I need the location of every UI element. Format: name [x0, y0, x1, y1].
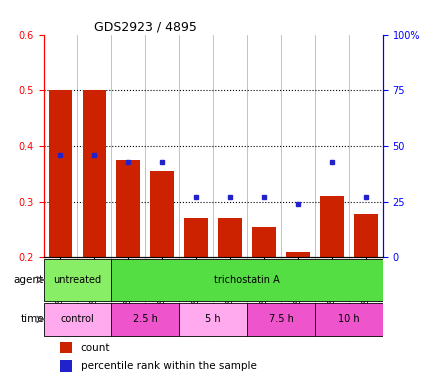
Bar: [252, 227, 275, 257]
Text: time: time: [20, 314, 44, 324]
Bar: [314, 303, 382, 336]
Bar: [49, 90, 72, 257]
Bar: [43, 259, 111, 301]
Text: 2.5 h: 2.5 h: [132, 314, 158, 324]
Text: 10 h: 10 h: [337, 314, 359, 324]
Bar: [43, 303, 111, 336]
Text: 7.5 h: 7.5 h: [268, 314, 293, 324]
Text: percentile rank within the sample: percentile rank within the sample: [81, 361, 256, 371]
Bar: [150, 171, 174, 257]
Bar: [60, 342, 72, 353]
Text: 5 h: 5 h: [205, 314, 220, 324]
Text: GDS2923 / 4895: GDS2923 / 4895: [94, 20, 197, 33]
Bar: [60, 361, 72, 372]
Bar: [184, 218, 207, 257]
Bar: [111, 259, 382, 301]
Text: count: count: [81, 343, 110, 353]
Text: trichostatin A: trichostatin A: [214, 275, 279, 285]
Text: untreated: untreated: [53, 275, 101, 285]
Bar: [247, 303, 314, 336]
Bar: [179, 303, 247, 336]
Text: control: control: [60, 314, 94, 324]
Bar: [353, 214, 377, 257]
Bar: [218, 218, 241, 257]
Bar: [319, 196, 343, 257]
Text: agent: agent: [14, 275, 44, 285]
Bar: [116, 160, 140, 257]
Bar: [286, 252, 309, 257]
Bar: [111, 303, 179, 336]
Bar: [82, 90, 106, 257]
